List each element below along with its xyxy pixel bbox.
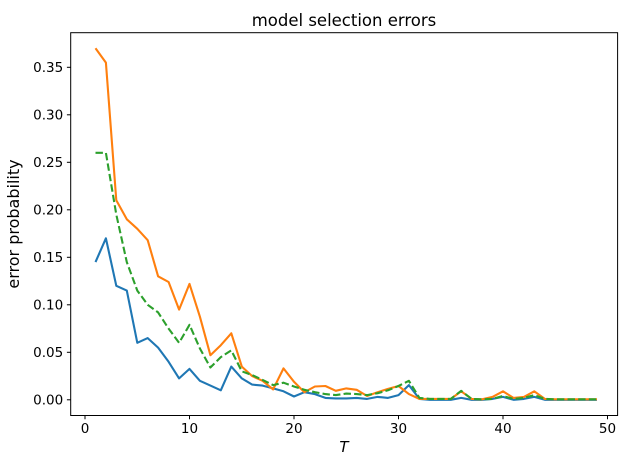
x-tick-label: 10 bbox=[181, 421, 198, 437]
y-tick-label: 0.20 bbox=[33, 203, 63, 219]
x-tick-label: 0 bbox=[81, 421, 90, 437]
series-line-orange-solid bbox=[94, 47, 597, 401]
y-tick-label: 0.15 bbox=[33, 250, 63, 266]
chart-series bbox=[94, 47, 597, 401]
x-axis-label: T bbox=[339, 438, 350, 456]
y-tick-label: 0.35 bbox=[33, 60, 63, 76]
x-tick-label: 30 bbox=[390, 421, 407, 437]
y-axis-label: error probability bbox=[4, 159, 23, 288]
y-tick-label: 0.30 bbox=[33, 108, 63, 124]
y-axis-ticks: 0.00 0.05 0.10 0.15 0.20 0.25 0.30 0.35 bbox=[33, 60, 71, 409]
x-tick-label: 40 bbox=[494, 421, 511, 437]
series-line-green-dashed bbox=[95, 151, 597, 401]
axes-spines bbox=[70, 32, 619, 416]
x-tick-label: 50 bbox=[599, 421, 616, 437]
y-tick-label: 0.10 bbox=[33, 298, 63, 314]
x-axis-ticks: 0 10 20 30 40 50 bbox=[81, 415, 616, 437]
y-tick-label: 0.25 bbox=[33, 155, 63, 171]
series-line-blue-solid bbox=[94, 237, 597, 401]
x-tick-label: 20 bbox=[285, 421, 302, 437]
y-tick-label: 0.00 bbox=[33, 393, 63, 409]
y-tick-label: 0.05 bbox=[33, 345, 63, 361]
chart-title: model selection errors bbox=[252, 11, 437, 30]
